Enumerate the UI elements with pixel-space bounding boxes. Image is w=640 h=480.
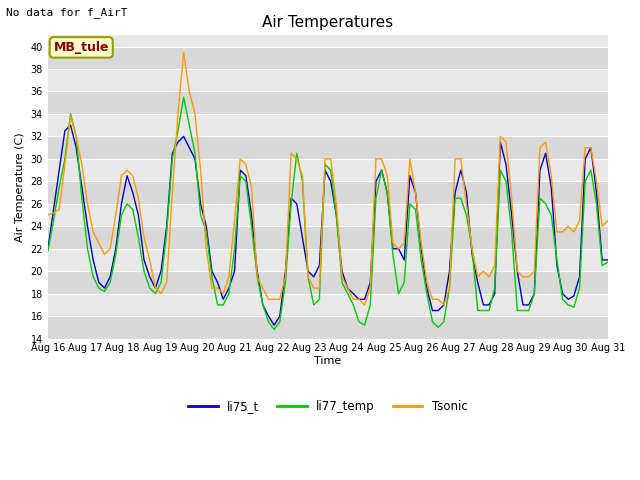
Bar (48, 204, 608, 226)
Bar (48, 69, 608, 92)
Bar (48, 181, 608, 204)
Bar (48, 316, 608, 338)
Legend: li75_t, li77_temp, Tsonic: li75_t, li77_temp, Tsonic (184, 395, 472, 418)
Bar (48, 136, 608, 159)
Bar (48, 159, 608, 181)
X-axis label: Time: Time (314, 356, 342, 366)
Bar (48, 294, 608, 316)
Y-axis label: Air Temperature (C): Air Temperature (C) (15, 132, 25, 242)
Title: Air Temperatures: Air Temperatures (262, 15, 394, 30)
Bar (48, 92, 608, 114)
Bar (48, 114, 608, 136)
Bar (48, 249, 608, 271)
Bar (48, 226, 608, 249)
Bar (48, 271, 608, 294)
Text: No data for f_AirT: No data for f_AirT (6, 7, 128, 18)
Bar (48, 47, 608, 69)
Text: MB_tule: MB_tule (54, 41, 109, 54)
